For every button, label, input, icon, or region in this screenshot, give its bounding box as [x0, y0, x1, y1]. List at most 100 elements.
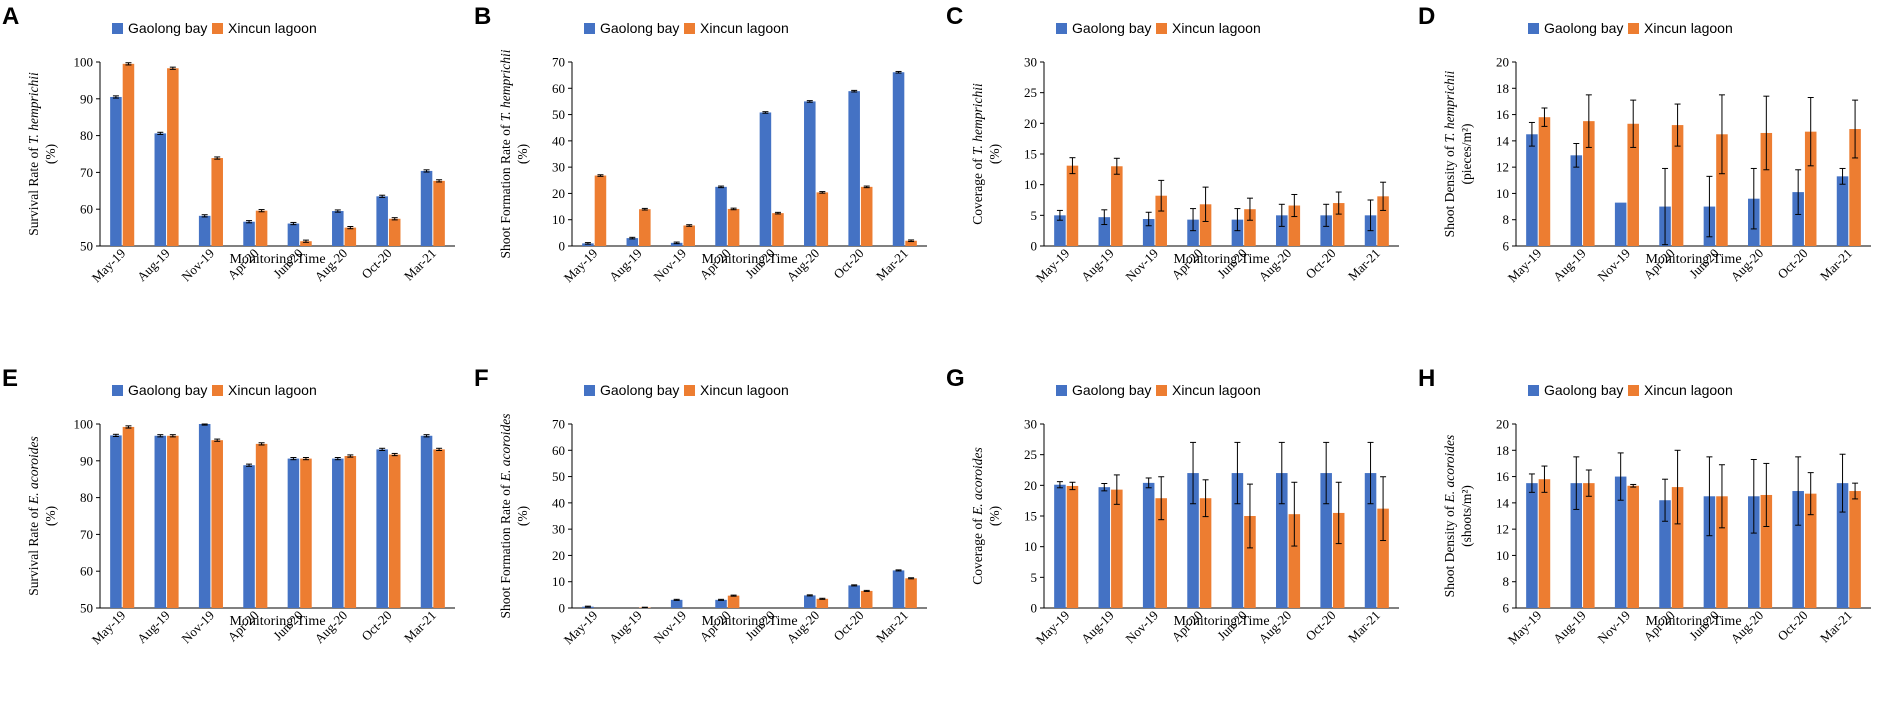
y-axis-title-species: T. hemprichii	[498, 49, 513, 121]
error-bar	[584, 605, 591, 608]
error-bar	[1807, 96, 1814, 167]
x-tick-label: Aug-19	[134, 608, 173, 647]
error-bar	[730, 594, 737, 597]
error-bar	[597, 174, 604, 177]
y-tick-label: 15	[1024, 147, 1037, 162]
legend-label-xincun-lagoon: Xincun lagoon	[1644, 20, 1733, 36]
legend-label-gaolong-bay: Gaolong bay	[1544, 382, 1623, 398]
y-axis-title-unit: (shoots/m²)	[1459, 485, 1474, 547]
y-tick-label: 16	[1496, 469, 1510, 484]
error-bar	[1763, 95, 1770, 171]
error-bar	[762, 111, 769, 114]
error-bar	[1101, 482, 1108, 492]
y-axis-title-line1: Shoot Density of E. acoroides	[1442, 435, 1457, 598]
y-axis-title-line1: Coverage of T. hemprichii	[970, 83, 985, 225]
y-tick-label: 5	[1031, 208, 1038, 223]
x-axis-title: Monitoring Time	[229, 614, 325, 629]
bar-gaolong-bay	[848, 585, 860, 608]
bar-xincun-lagoon	[1538, 117, 1551, 246]
bar-gaolong-bay	[1098, 487, 1111, 608]
bar-xincun-lagoon	[1671, 125, 1684, 246]
x-tick-label: May-19	[1033, 246, 1073, 286]
panel-letter: C	[946, 3, 963, 30]
legend-swatch-xincun-lagoon	[1628, 385, 1639, 396]
y-axis-title: Coverage of T. hemprichii (%)	[970, 83, 1002, 225]
error-bar	[863, 589, 870, 592]
x-tick-label: Mar-21	[1817, 608, 1855, 646]
error-bar	[1158, 179, 1165, 212]
bar-gaolong-bay	[715, 599, 727, 608]
error-bar	[1662, 167, 1669, 246]
error-bar	[1113, 474, 1120, 505]
bar-gaolong-bay	[420, 170, 433, 246]
y-axis-title-species: T. hemprichii	[970, 83, 985, 155]
error-bar	[1630, 483, 1637, 488]
y-axis: 50 60 70 80 90 100	[74, 417, 101, 616]
error-bar	[290, 221, 297, 226]
bar-gaolong-bay	[1526, 134, 1538, 246]
error-bar	[201, 423, 208, 426]
error-bar	[1291, 193, 1298, 218]
bar-xincun-lagoon	[1111, 166, 1123, 246]
legend-swatch-xincun-lagoon	[684, 385, 695, 396]
error-bar	[895, 569, 902, 572]
bar-xincun-lagoon	[1377, 508, 1389, 608]
error-bar	[1750, 167, 1757, 230]
error-bar	[774, 211, 781, 215]
y-axis-title-prefix: Shoot Formation Rate of	[498, 481, 513, 618]
bar-xincun-lagoon	[433, 449, 445, 608]
bar-gaolong-bay	[1320, 473, 1332, 608]
legend-swatch-gaolong-bay	[1056, 23, 1067, 34]
error-bar	[1380, 181, 1387, 211]
y-axis-title-unit: (%)	[43, 506, 58, 526]
error-bar	[1056, 481, 1063, 489]
error-bar	[1585, 94, 1592, 148]
legend-swatch-gaolong-bay	[1528, 23, 1539, 34]
bar-xincun-lagoon	[1244, 516, 1256, 608]
error-bar	[863, 185, 870, 189]
bar-xincun-lagoon	[300, 458, 312, 608]
error-bar	[819, 597, 826, 600]
error-bar	[806, 100, 813, 103]
y-tick-label: 0	[1031, 601, 1038, 616]
y-tick-label: 100	[74, 417, 94, 432]
y-tick-label: 18	[1496, 81, 1509, 96]
bar-xincun-lagoon	[727, 595, 740, 608]
y-tick-label: 10	[1496, 186, 1509, 201]
bars	[110, 62, 445, 247]
bar-gaolong-bay	[1187, 473, 1199, 608]
y-tick-label: 8	[1503, 574, 1510, 589]
error-bar	[1113, 157, 1120, 175]
y-axis: 0 10 20 30 40 50 60 70	[552, 55, 573, 254]
bar-gaolong-bay	[715, 186, 727, 246]
bar-xincun-lagoon	[1111, 489, 1123, 608]
bar-xincun-lagoon	[255, 443, 268, 608]
x-tick-label: Aug-19	[1550, 608, 1589, 647]
bar-gaolong-bay	[1054, 484, 1066, 608]
y-tick-label: 5	[1031, 570, 1038, 585]
error-bar	[1069, 157, 1076, 175]
panel-f: F Gaolong bay Xincun lagoon 0 10 20 30 40 50 60 70…	[474, 365, 927, 647]
y-axis-title: Coverage of E. acoroides(%)	[970, 447, 1002, 584]
legend-label-gaolong-bay: Gaolong bay	[128, 20, 207, 36]
y-axis-title: Shoot Density of E. acoroides(shoots/m²)	[1442, 435, 1474, 598]
x-tick-label: Mar-21	[873, 608, 911, 646]
y-axis-title-species: E. acoroides	[498, 414, 513, 483]
error-bar	[1795, 456, 1802, 526]
y-axis-title-prefix: Shoot Density of	[1442, 142, 1457, 237]
x-tick-label: Oct-20	[1774, 608, 1810, 644]
y-tick-label: 20	[1024, 478, 1037, 493]
error-bar	[1380, 476, 1387, 542]
panel-letter: E	[2, 365, 18, 392]
y-tick-label: 80	[80, 490, 93, 505]
y-axis-title-line1: Shoot Formation Rate of E. acoroides	[498, 414, 513, 619]
error-bar	[1674, 449, 1681, 525]
bar-gaolong-bay	[1142, 482, 1155, 608]
legend-label-gaolong-bay: Gaolong bay	[1544, 20, 1623, 36]
bar-gaolong-bay	[154, 133, 167, 246]
legend: Gaolong bay Xincun lagoon	[1528, 382, 1733, 398]
error-bar	[1278, 441, 1285, 505]
y-tick-label: 25	[1024, 85, 1037, 100]
legend-label-xincun-lagoon: Xincun lagoon	[1172, 382, 1261, 398]
y-tick-label: 0	[559, 601, 566, 616]
